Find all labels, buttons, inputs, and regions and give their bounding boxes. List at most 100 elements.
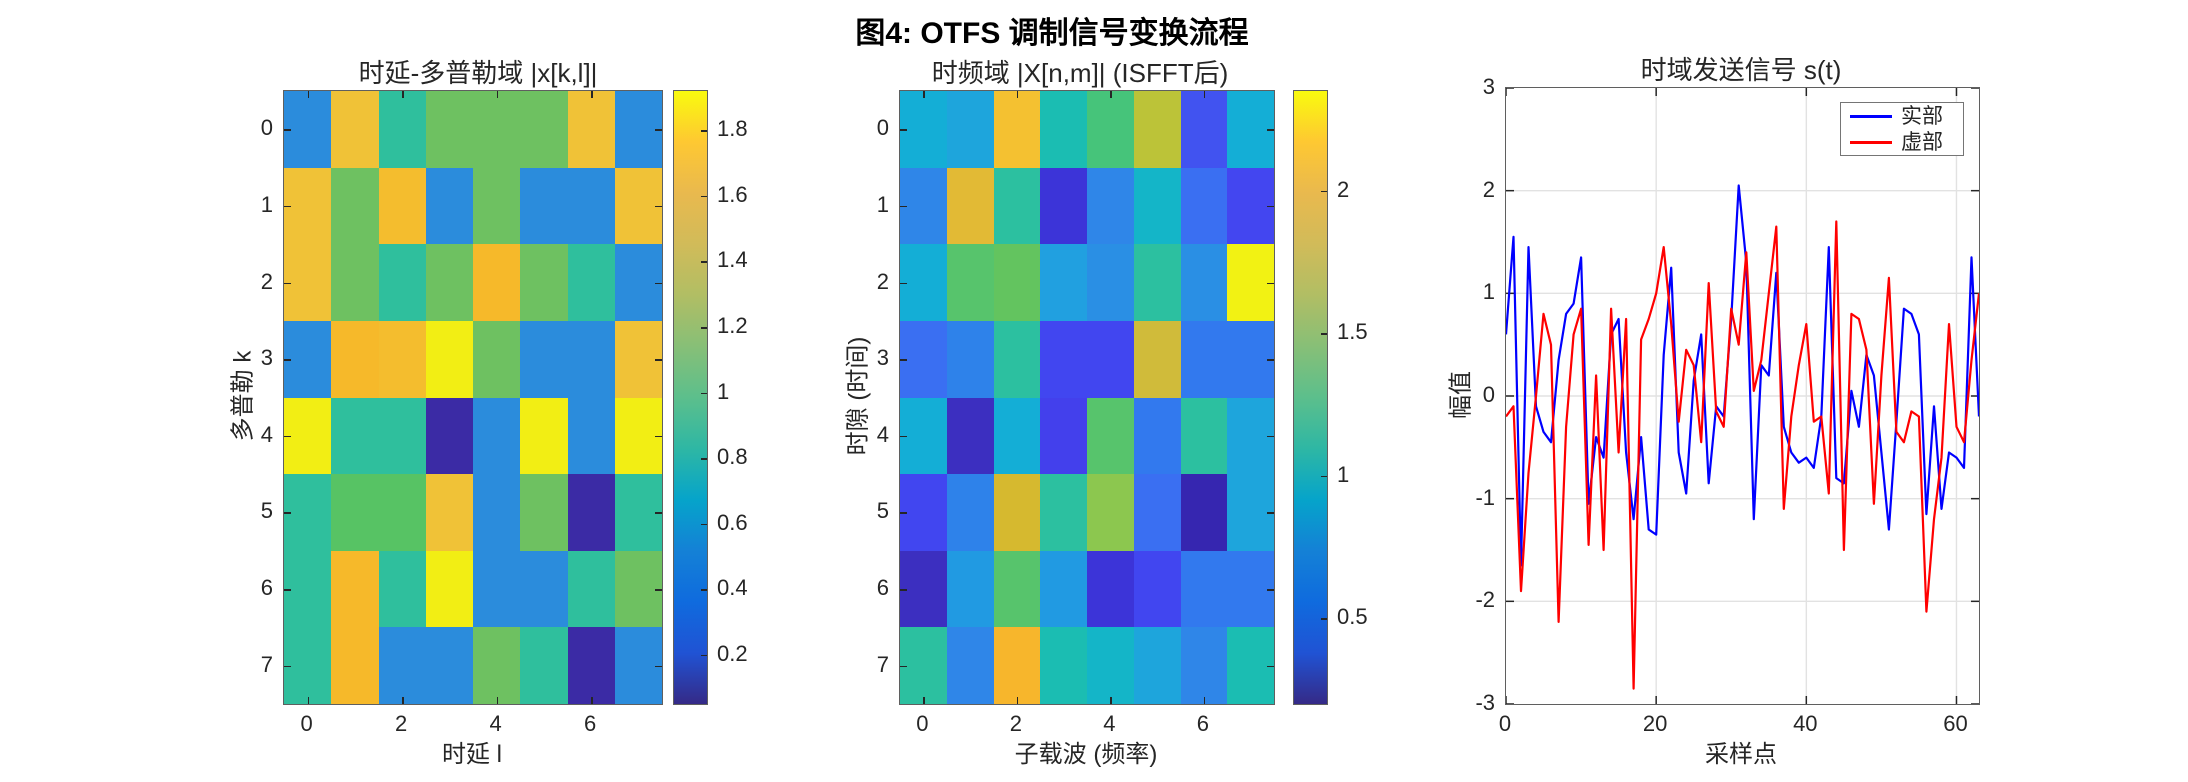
heatmap-cell [1180,474,1229,552]
tick-mark [284,665,291,668]
y-tick-label: 0 [1482,382,1495,407]
heatmap-cell [1087,167,1135,246]
heatmap-cell [473,91,522,169]
colorbar-tick-label: 1.8 [717,116,748,142]
heatmap-cell [1227,627,1274,704]
heatmap-cell [378,397,427,475]
tick-mark [1203,91,1206,98]
tick-mark [1203,697,1206,704]
subplot1-xlabel: 时延 l [442,741,502,768]
y-tick-label: 0 [260,115,273,141]
tick-mark [1267,589,1274,591]
heatmap-cell [1087,474,1135,552]
heatmap-cell [1227,320,1274,399]
y-tick-label: 6 [260,575,273,601]
heatmap-cell [567,244,616,322]
heatmap-cell [520,244,569,322]
heatmap-cell [284,550,333,629]
tick-mark [307,91,310,98]
line-chart-axes [1505,87,1980,705]
x-tick-label: 20 [1642,711,1668,736]
colorbar-tick-mark [701,589,707,591]
y-tick-label: -2 [1475,587,1495,613]
heatmap-cell [1133,320,1182,399]
tick-mark [1267,435,1274,438]
tick-mark [1267,359,1274,361]
colorbar-tick-mark [701,130,707,132]
x-tick-label: 2 [395,711,408,736]
heatmap-cell [1040,550,1088,629]
heatmap-cell [425,244,474,322]
tick-mark [900,665,907,668]
heatmap-cell [1040,474,1088,552]
heatmap-cell [1180,550,1229,629]
colorbar-tick-mark [701,458,707,460]
heatmap-cell [520,550,569,629]
heatmap-cell [1180,627,1229,704]
heatmap-cell [946,550,995,629]
y-tick-label: 4 [260,421,273,447]
colorbar-tick-label: 0.4 [717,575,748,601]
heatmap-cell [1040,244,1088,322]
heatmap-cell [520,474,569,552]
legend-label-real: 实部 [1901,104,1943,128]
heatmap-cell [520,627,569,704]
heatmap-cell [993,167,1042,246]
heatmap-cell [1180,320,1229,399]
heatmap-cell [567,550,616,629]
tick-mark [900,435,907,438]
tick-mark [284,589,291,591]
tick-mark [591,91,593,98]
subplot3-title: 时域发送信号 s(t) [1640,55,1842,85]
heatmap-cell [473,320,522,399]
heatmap-cell [900,320,948,399]
heatmap-cell [425,167,474,246]
heatmap-cell [378,167,427,246]
heatmap-cell [520,397,569,475]
colorbar-tick-mark [701,327,707,329]
y-tick-label: 2 [260,268,273,294]
heatmap-cell [1180,244,1229,322]
colorbar-tick-mark [1321,333,1327,335]
heatmap-cell [993,244,1042,322]
colorbar-1 [673,90,708,705]
y-tick-label: 1 [260,191,273,217]
y-tick-label: 4 [876,421,889,447]
y-tick-label: -3 [1475,690,1495,715]
subplot3-xlabel: 采样点 [1705,741,1777,768]
heatmap-cell [614,550,662,629]
colorbar-tick-label: 1.4 [717,247,748,273]
x-tick-label: 6 [584,711,597,736]
subplot2-xlabel: 子载波 (频率) [1014,741,1158,768]
tick-mark [284,435,291,438]
colorbar-tick-mark [701,654,707,657]
heatmap-cell [900,91,948,169]
heatmap-cell [1040,320,1088,399]
colorbar-tick-label: 2 [1337,176,1350,202]
heatmap-cell [425,550,474,629]
heatmap-cell [520,167,569,246]
heatmap-cell [946,320,995,399]
heatmap-cell [946,167,995,246]
x-tick-label: 60 [1943,711,1968,736]
colorbar-tick-label: 0.6 [717,509,748,535]
heatmap-cell [614,627,662,704]
colorbar-tick-label: 1.6 [717,181,748,207]
heatmap-cell [900,397,948,475]
heatmap-cell [378,244,427,322]
heatmap-cell [993,320,1042,399]
heatmap-cell [331,167,380,246]
heatmap-cell [1040,91,1088,169]
heatmap-cell [900,167,948,246]
heatmap-cell [614,320,662,399]
tick-mark [307,697,310,704]
heatmap-cell [993,397,1042,475]
tick-mark [900,589,907,591]
colorbar-tick-mark [701,261,707,263]
legend: 实部 虚部 [1840,102,1964,156]
y-tick-label: 3 [1482,74,1495,99]
colorbar-tick-label: 0.8 [717,444,748,470]
heatmap-cell [378,91,427,169]
heatmap-cell [284,91,333,169]
heatmap-cell [1227,397,1274,475]
